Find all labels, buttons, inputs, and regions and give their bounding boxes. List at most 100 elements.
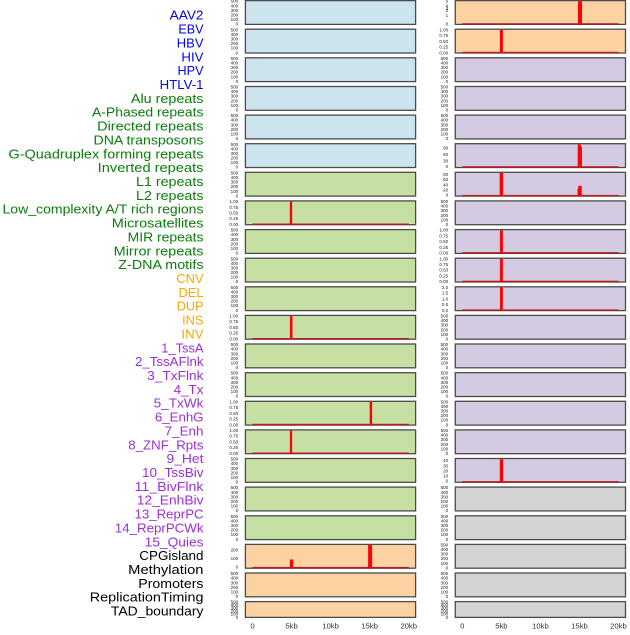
- svg-text:15kb: 15kb: [361, 621, 378, 630]
- svg-text:12_EnhBiv: 12_EnhBiv: [137, 493, 204, 508]
- svg-text:0: 0: [236, 193, 239, 198]
- svg-text:400: 400: [441, 89, 449, 94]
- svg-text:100: 100: [441, 446, 449, 451]
- svg-text:500: 500: [441, 113, 449, 118]
- svg-text:100: 100: [231, 246, 239, 251]
- svg-text:400: 400: [441, 204, 449, 209]
- svg-text:0: 0: [236, 165, 239, 170]
- svg-text:0: 0: [446, 451, 449, 456]
- svg-text:0: 0: [236, 308, 239, 313]
- svg-text:DUP: DUP: [177, 299, 204, 314]
- svg-text:0.25: 0.25: [439, 245, 448, 250]
- svg-text:0: 0: [236, 108, 239, 113]
- svg-text:200: 200: [231, 41, 239, 46]
- svg-text:500: 500: [441, 485, 449, 490]
- svg-text:400: 400: [231, 603, 239, 608]
- svg-text:500: 500: [231, 228, 239, 233]
- svg-text:100: 100: [231, 556, 239, 561]
- svg-text:Microsatellites: Microsatellites: [112, 216, 204, 231]
- svg-text:200: 200: [231, 528, 239, 533]
- svg-text:400: 400: [441, 518, 449, 523]
- svg-text:0: 0: [236, 136, 239, 141]
- svg-text:0: 0: [446, 479, 449, 484]
- svg-text:400: 400: [231, 290, 239, 295]
- svg-text:0: 0: [446, 365, 449, 370]
- svg-text:0.75: 0.75: [229, 405, 238, 410]
- svg-text:100: 100: [231, 160, 239, 165]
- svg-text:400: 400: [231, 146, 239, 151]
- svg-text:200: 200: [441, 499, 449, 504]
- svg-text:ReplicationTiming: ReplicationTiming: [90, 590, 204, 605]
- svg-text:300: 300: [231, 151, 239, 156]
- svg-text:1.0: 1.0: [442, 296, 449, 301]
- svg-text:0: 0: [446, 21, 449, 26]
- svg-text:0: 0: [446, 594, 449, 599]
- svg-text:TAD_boundary: TAD_boundary: [111, 604, 204, 619]
- svg-text:200: 200: [441, 609, 449, 614]
- svg-text:60: 60: [443, 177, 449, 182]
- svg-text:0.75: 0.75: [439, 33, 448, 38]
- svg-text:9_Het: 9_Het: [167, 451, 204, 466]
- svg-text:500: 500: [441, 600, 449, 605]
- svg-text:90: 90: [443, 146, 449, 151]
- svg-text:200: 200: [231, 184, 239, 189]
- svg-text:15_Quies: 15_Quies: [145, 534, 204, 549]
- svg-text:0.25: 0.25: [229, 445, 238, 450]
- svg-text:500: 500: [231, 113, 239, 118]
- svg-text:0: 0: [446, 422, 449, 427]
- svg-text:500: 500: [441, 199, 449, 204]
- svg-text:1.5: 1.5: [442, 291, 449, 296]
- svg-text:400: 400: [231, 32, 239, 37]
- svg-text:2.0: 2.0: [442, 285, 449, 290]
- svg-text:100: 100: [231, 103, 239, 108]
- svg-text:AAV2: AAV2: [170, 8, 204, 23]
- svg-text:500: 500: [231, 142, 239, 147]
- svg-text:0: 0: [446, 615, 449, 620]
- svg-text:400: 400: [231, 461, 239, 466]
- svg-text:100: 100: [231, 504, 239, 509]
- svg-text:1_TssA: 1_TssA: [161, 340, 204, 355]
- svg-text:100: 100: [441, 561, 449, 566]
- svg-text:300: 300: [231, 37, 239, 42]
- svg-text:0: 0: [446, 136, 449, 141]
- svg-text:10: 10: [443, 474, 449, 479]
- svg-text:0.50: 0.50: [229, 440, 238, 445]
- svg-text:4_Tx: 4_Tx: [174, 382, 205, 397]
- svg-text:400: 400: [231, 232, 239, 237]
- svg-text:300: 300: [441, 606, 449, 611]
- svg-text:500: 500: [441, 514, 449, 519]
- svg-text:200: 200: [441, 385, 449, 390]
- svg-text:0: 0: [236, 279, 239, 284]
- svg-text:200: 200: [231, 270, 239, 275]
- svg-text:4: 4: [446, 4, 449, 9]
- svg-text:0: 0: [446, 565, 449, 570]
- svg-text:400: 400: [441, 404, 449, 409]
- svg-text:200: 200: [231, 548, 239, 553]
- svg-text:100: 100: [441, 612, 449, 617]
- svg-text:0.75: 0.75: [229, 434, 238, 439]
- svg-text:300: 300: [231, 265, 239, 270]
- svg-text:Directed repeats: Directed repeats: [97, 119, 203, 134]
- svg-text:0: 0: [446, 108, 449, 113]
- svg-text:100: 100: [231, 389, 239, 394]
- svg-text:0.50: 0.50: [229, 411, 238, 416]
- svg-text:13_ReprPC: 13_ReprPC: [135, 507, 204, 522]
- svg-text:300: 300: [231, 237, 239, 242]
- svg-text:40: 40: [443, 182, 449, 187]
- svg-text:80: 80: [443, 172, 449, 177]
- svg-text:0: 0: [446, 394, 449, 399]
- svg-text:100: 100: [231, 275, 239, 280]
- svg-text:300: 300: [231, 122, 239, 127]
- svg-text:0.00: 0.00: [439, 251, 448, 256]
- svg-text:0: 0: [446, 222, 449, 227]
- svg-text:300: 300: [231, 180, 239, 185]
- svg-text:100: 100: [441, 217, 449, 222]
- svg-text:200: 200: [231, 13, 239, 18]
- svg-text:500: 500: [441, 543, 449, 548]
- svg-text:HBV: HBV: [177, 35, 204, 50]
- svg-text:0: 0: [236, 365, 239, 370]
- svg-text:Inverted repeats: Inverted repeats: [98, 160, 204, 175]
- svg-text:400: 400: [441, 490, 449, 495]
- svg-text:300: 300: [231, 94, 239, 99]
- svg-text:0: 0: [236, 537, 239, 542]
